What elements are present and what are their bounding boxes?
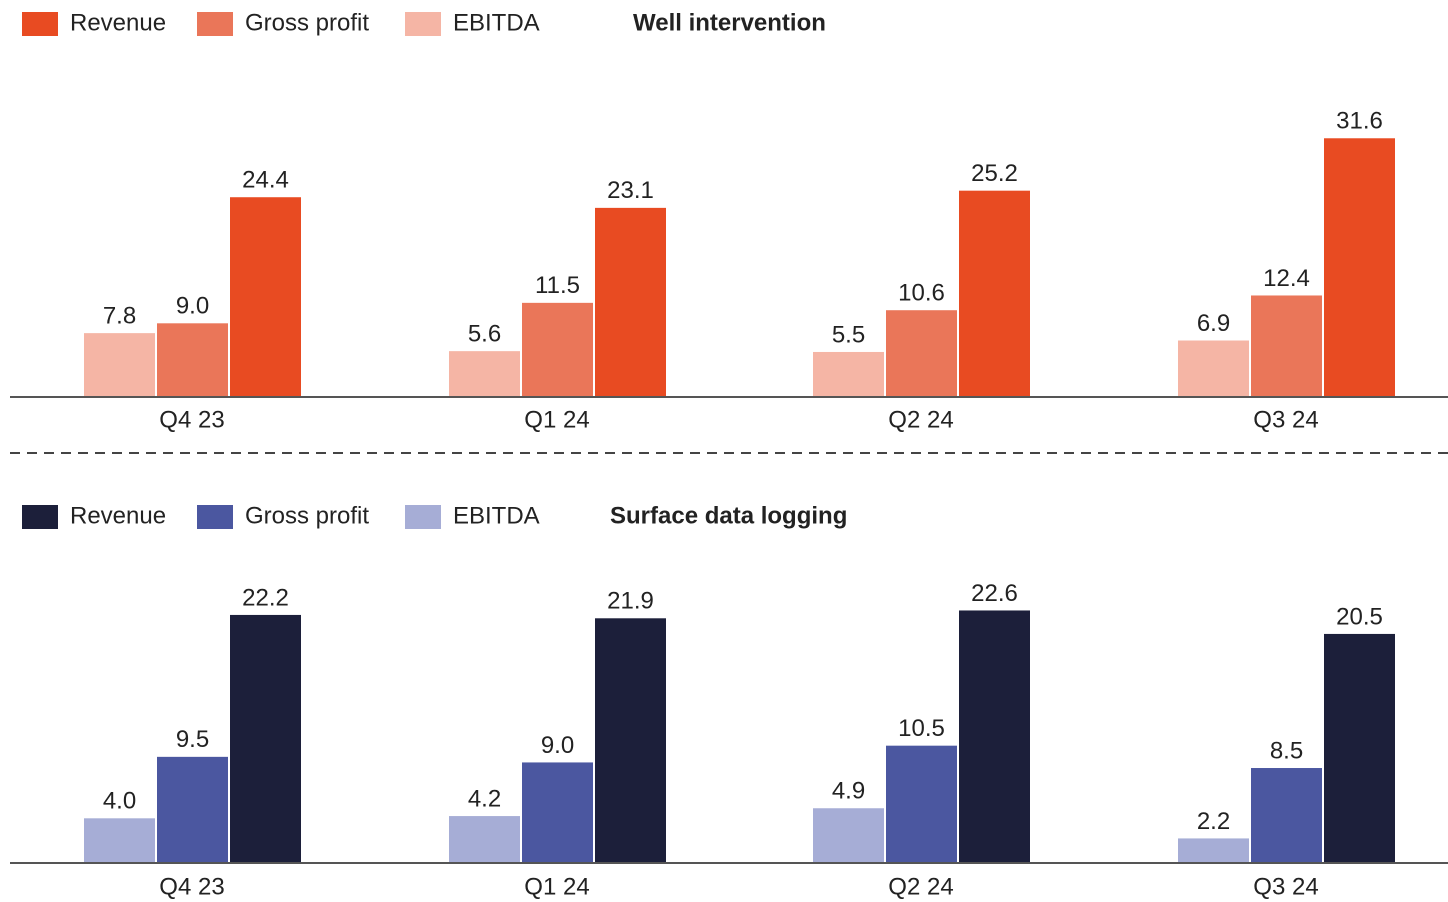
x-tick-label: Q2 24	[888, 873, 953, 900]
x-tick-label: Q3 24	[1253, 406, 1318, 433]
legend-swatch	[405, 505, 441, 529]
legend-swatch	[22, 505, 58, 529]
bar	[959, 610, 1030, 863]
bar	[886, 745, 957, 863]
bar	[230, 614, 301, 863]
bar	[813, 808, 884, 863]
legend-label: EBITDA	[453, 9, 540, 36]
bar	[813, 351, 884, 397]
value-label: 10.5	[898, 715, 945, 742]
bar	[595, 207, 666, 397]
value-label: 11.5	[535, 272, 580, 299]
value-label: 2.2	[1197, 808, 1230, 835]
value-label: 22.2	[242, 584, 289, 611]
bar	[1251, 295, 1322, 397]
value-label: 31.6	[1336, 108, 1383, 135]
x-tick-label: Q2 24	[888, 406, 953, 433]
bar	[1178, 838, 1249, 863]
bar	[959, 190, 1030, 397]
value-label: 4.2	[468, 785, 501, 812]
value-label: 5.6	[468, 320, 501, 347]
value-label: 9.5	[176, 726, 209, 753]
legend-label: Gross profit	[245, 9, 369, 36]
bar	[886, 310, 957, 397]
bar	[522, 302, 593, 397]
legend-label: Revenue	[70, 502, 166, 529]
value-label: 10.6	[898, 280, 945, 307]
value-label: 20.5	[1336, 603, 1383, 630]
chart-title: Surface data logging	[610, 502, 847, 529]
x-tick-label: Q4 23	[159, 873, 224, 900]
legend-swatch	[22, 12, 58, 36]
value-label: 25.2	[971, 160, 1018, 187]
value-label: 9.0	[176, 293, 209, 320]
bar	[157, 756, 228, 863]
value-label: 5.5	[832, 321, 865, 348]
legend-swatch	[197, 12, 233, 36]
bar	[84, 333, 155, 397]
bar	[1178, 340, 1249, 397]
bar	[230, 197, 301, 397]
legend-swatch	[405, 12, 441, 36]
bar	[522, 762, 593, 863]
value-label: 4.9	[832, 778, 865, 805]
legend-label: Gross profit	[245, 502, 369, 529]
bar	[595, 618, 666, 863]
value-label: 23.1	[607, 177, 654, 204]
x-tick-label: Q1 24	[524, 873, 589, 900]
value-label: 22.6	[971, 580, 1018, 607]
value-label: 9.0	[541, 732, 574, 759]
x-tick-label: Q1 24	[524, 406, 589, 433]
bar	[1251, 768, 1322, 863]
bar	[84, 818, 155, 863]
value-label: 7.8	[103, 302, 136, 329]
value-label: 6.9	[1197, 310, 1230, 337]
x-tick-label: Q3 24	[1253, 873, 1318, 900]
value-label: 21.9	[607, 588, 654, 615]
value-label: 8.5	[1270, 737, 1303, 764]
legend-swatch	[197, 505, 233, 529]
bar	[1324, 138, 1395, 397]
bar	[449, 816, 520, 863]
value-label: 12.4	[1263, 265, 1310, 292]
bar	[157, 323, 228, 397]
bar	[1324, 633, 1395, 863]
x-tick-label: Q4 23	[159, 406, 224, 433]
value-label: 4.0	[103, 788, 136, 815]
value-label: 24.4	[242, 167, 289, 194]
bar	[449, 351, 520, 397]
legend-label: EBITDA	[453, 502, 540, 529]
legend-label: Revenue	[70, 9, 166, 36]
chart-title: Well intervention	[633, 9, 826, 36]
